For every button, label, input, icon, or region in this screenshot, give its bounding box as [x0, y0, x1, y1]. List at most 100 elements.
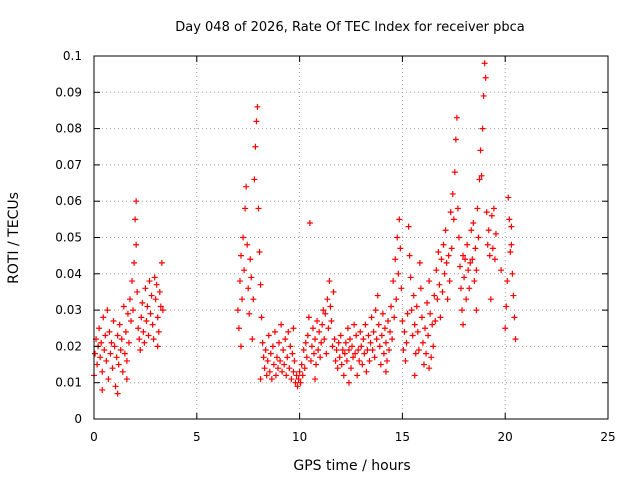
data-point [457, 285, 464, 292]
data-point [133, 198, 140, 205]
data-point [310, 350, 317, 357]
data-point [467, 259, 474, 266]
data-point [434, 296, 441, 303]
data-point [309, 325, 316, 332]
data-point [100, 314, 107, 321]
data-point [379, 310, 386, 317]
data-point [102, 332, 109, 339]
data-point [312, 376, 319, 383]
data-point [483, 209, 490, 216]
data-point [126, 296, 133, 303]
data-point [432, 317, 439, 324]
data-point [332, 357, 339, 364]
data-point [111, 343, 118, 350]
data-point [285, 328, 292, 335]
data-point [238, 343, 245, 350]
data-point [508, 241, 515, 248]
data-point [469, 256, 476, 263]
data-point [399, 317, 406, 324]
data-point [424, 299, 431, 306]
data-point [448, 245, 455, 252]
data-point [337, 332, 344, 339]
data-point [323, 350, 330, 357]
data-point [112, 383, 119, 390]
data-point [243, 183, 250, 190]
data-point [331, 336, 338, 343]
data-point [272, 372, 279, 379]
data-point [277, 357, 284, 364]
data-point [287, 343, 294, 350]
data-point [121, 350, 128, 357]
data-point [107, 350, 114, 357]
data-point [120, 303, 127, 310]
data-point [118, 336, 125, 343]
data-point [156, 288, 163, 295]
data-point [291, 357, 298, 364]
data-point [362, 321, 369, 328]
data-point [490, 205, 497, 212]
data-point [502, 325, 509, 332]
data-point [97, 354, 104, 361]
data-point [245, 285, 252, 292]
y-tick-label: 0.04 [55, 267, 82, 281]
data-point [363, 368, 370, 375]
data-point [329, 343, 336, 350]
data-point [265, 332, 272, 339]
data-point [402, 357, 409, 364]
data-point [109, 365, 116, 372]
data-point [509, 270, 516, 277]
data-point [445, 252, 452, 259]
data-point [253, 118, 260, 125]
data-point [248, 274, 255, 281]
data-point [131, 259, 138, 266]
data-point [262, 347, 269, 354]
data-point [453, 114, 460, 121]
data-point [422, 325, 429, 332]
data-point [313, 361, 320, 368]
data-point [106, 328, 113, 335]
data-point [406, 252, 413, 259]
data-point [239, 296, 246, 303]
data-point [343, 357, 350, 364]
data-point [133, 241, 140, 248]
data-point [128, 317, 135, 324]
data-point [288, 376, 295, 383]
data-point [312, 336, 319, 343]
data-point [289, 350, 296, 357]
data-point [492, 230, 499, 237]
data-point [263, 372, 270, 379]
data-point [261, 365, 268, 372]
data-point [370, 328, 377, 335]
data-point [259, 339, 266, 346]
data-point [358, 343, 365, 350]
data-point [397, 245, 404, 252]
data-point [418, 314, 425, 321]
data-point [304, 332, 311, 339]
chart-title: Day 048 of 2026, Rate Of TEC Index for r… [175, 20, 525, 35]
data-point [154, 314, 161, 321]
data-point [360, 336, 367, 343]
data-point [486, 252, 493, 259]
data-point [475, 234, 482, 241]
data-point [327, 303, 334, 310]
data-point [468, 227, 475, 234]
y-tick-label: 0 [74, 412, 82, 426]
data-point [461, 274, 468, 281]
data-point [324, 296, 331, 303]
data-point [413, 303, 420, 310]
data-point [398, 285, 405, 292]
data-point [361, 350, 368, 357]
data-point [463, 296, 470, 303]
data-point [348, 365, 354, 372]
data-point [145, 332, 152, 339]
data-point [440, 241, 447, 248]
data-point [108, 339, 115, 346]
data-point [242, 205, 249, 212]
data-point [254, 103, 261, 110]
data-point [489, 245, 496, 252]
data-point [470, 219, 477, 226]
data-point [260, 354, 267, 361]
data-point [416, 259, 423, 266]
